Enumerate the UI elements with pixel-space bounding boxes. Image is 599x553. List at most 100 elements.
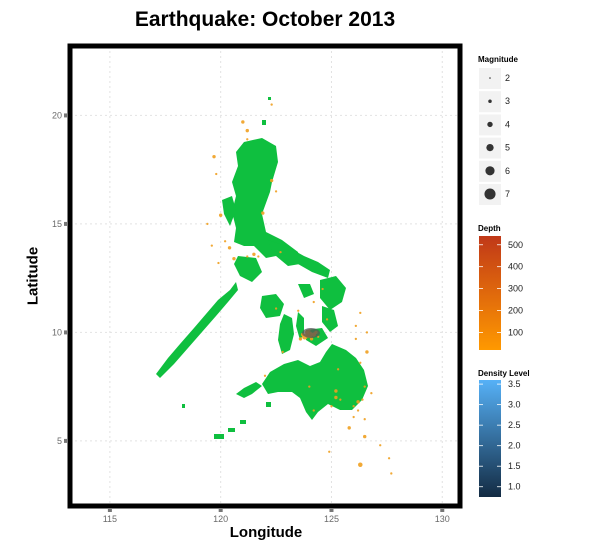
earthquake-point	[358, 462, 363, 468]
y-tick-mark	[64, 221, 67, 226]
earthquake-point	[246, 255, 249, 258]
depth-tick-label: 500	[508, 240, 523, 250]
y-tick-label: 5	[57, 436, 62, 446]
density-tick-label: 2.5	[508, 420, 521, 430]
y-tick-label: 10	[52, 327, 62, 337]
axes: 115 120 125 130 5 10 15 20	[52, 110, 450, 524]
density-legend-title: Density Level	[478, 369, 530, 378]
earthquake-point	[328, 450, 331, 453]
earthquake-point	[359, 361, 362, 364]
magnitude-key-dot	[488, 99, 492, 103]
earthquake-point	[363, 385, 366, 388]
earthquake-point	[390, 472, 393, 475]
earthquake-point	[261, 211, 265, 215]
earthquake-point	[210, 244, 213, 247]
earthquake-point	[365, 331, 369, 334]
earthquake-point	[354, 324, 358, 328]
earthquake-point	[347, 426, 351, 430]
earthquake-point	[325, 318, 329, 321]
earthquake-point	[334, 395, 338, 400]
earthquake-point	[215, 172, 218, 176]
earthquake-point	[227, 246, 232, 250]
earthquake-point	[246, 138, 249, 141]
x-axis-label: Longitude	[229, 524, 303, 541]
density-tick-label: 3.5	[508, 379, 521, 389]
earthquake-point	[312, 409, 315, 412]
magnitude-key-label: 5	[505, 143, 510, 153]
earthquake-point	[206, 222, 209, 226]
earthquake-point	[352, 405, 355, 408]
earthquake-point	[330, 405, 333, 408]
density-colorbar	[479, 380, 501, 497]
earthquake-point	[354, 337, 358, 341]
y-tick-mark	[64, 330, 67, 335]
earthquake-point	[263, 374, 267, 377]
magnitude-key-dot	[487, 121, 493, 128]
earthquake-point	[321, 287, 324, 291]
y-tick-mark	[64, 438, 67, 443]
x-tick-label: 125	[324, 514, 339, 524]
earthquake-point	[270, 103, 273, 106]
depth-tick-label: 400	[508, 262, 523, 272]
magnitude-key-dot	[485, 166, 495, 176]
earthquake-point	[245, 128, 249, 133]
density-tick-label: 3.0	[508, 400, 521, 410]
magnitude-key-dot	[489, 77, 491, 79]
x-tick-label: 115	[103, 514, 117, 524]
depth-tick-label: 200	[508, 306, 523, 316]
depth-colorbar	[479, 236, 501, 350]
density-tick-label: 2.0	[508, 441, 521, 451]
earthquake-point	[356, 409, 360, 412]
philippines-landmass	[156, 97, 368, 439]
earthquake-point	[232, 256, 236, 261]
magnitude-key-label: 4	[505, 119, 510, 129]
magnitude-key-label: 3	[505, 96, 510, 106]
depth-legend-title: Depth	[478, 224, 501, 233]
magnitude-legend-title: Magnitude	[478, 55, 519, 64]
earthquake-point	[334, 389, 338, 393]
depth-tick-label: 300	[508, 284, 523, 294]
y-tick-label: 20	[52, 110, 62, 120]
earthquake-point	[274, 190, 278, 193]
earthquake-point	[363, 418, 366, 421]
earthquake-point	[218, 213, 223, 217]
x-tick-label: 120	[213, 514, 228, 524]
earthquake-point	[359, 311, 362, 315]
earthquake-point	[281, 350, 284, 354]
earthquake-point	[361, 398, 364, 401]
y-tick-label: 15	[52, 219, 62, 229]
earthquake-point	[379, 444, 382, 447]
x-tick-mark	[218, 509, 223, 512]
earthquake-point	[336, 368, 340, 371]
y-tick-mark	[64, 113, 67, 118]
earthquake-point	[352, 415, 355, 419]
x-tick-label: 130	[435, 514, 450, 524]
earthquake-point	[274, 307, 278, 310]
earthquake-point	[217, 261, 220, 265]
earthquake-point	[269, 178, 274, 183]
earthquake-point	[356, 400, 360, 404]
x-tick-mark	[329, 509, 334, 512]
earthquake-point	[312, 300, 315, 304]
earthquake-point	[308, 385, 311, 388]
depth-tick-label: 100	[508, 327, 523, 337]
legends: Magnitude 2 3 4 5 6 7 Depth 100 200 300 400 500 Densi…	[478, 55, 530, 497]
plot-panel-border	[67, 43, 463, 509]
earthquake-point	[279, 250, 282, 254]
earthquake-point	[298, 337, 303, 341]
magnitude-key-label: 6	[505, 166, 510, 176]
earthquake-point	[370, 392, 373, 395]
earthquake-point	[309, 337, 314, 341]
x-tick-mark	[107, 509, 112, 512]
earthquake-point	[223, 240, 227, 243]
density-tick-label: 1.0	[508, 482, 521, 492]
earthquake-point	[257, 255, 260, 258]
chart-title: Earthquake: October 2013	[134, 8, 396, 31]
density-hotspot	[302, 328, 320, 338]
earthquake-point	[241, 120, 245, 124]
earthquake-point	[339, 398, 342, 401]
magnitude-key-dot	[486, 143, 494, 152]
earthquake-point	[297, 309, 300, 312]
earthquake-point	[387, 457, 391, 460]
